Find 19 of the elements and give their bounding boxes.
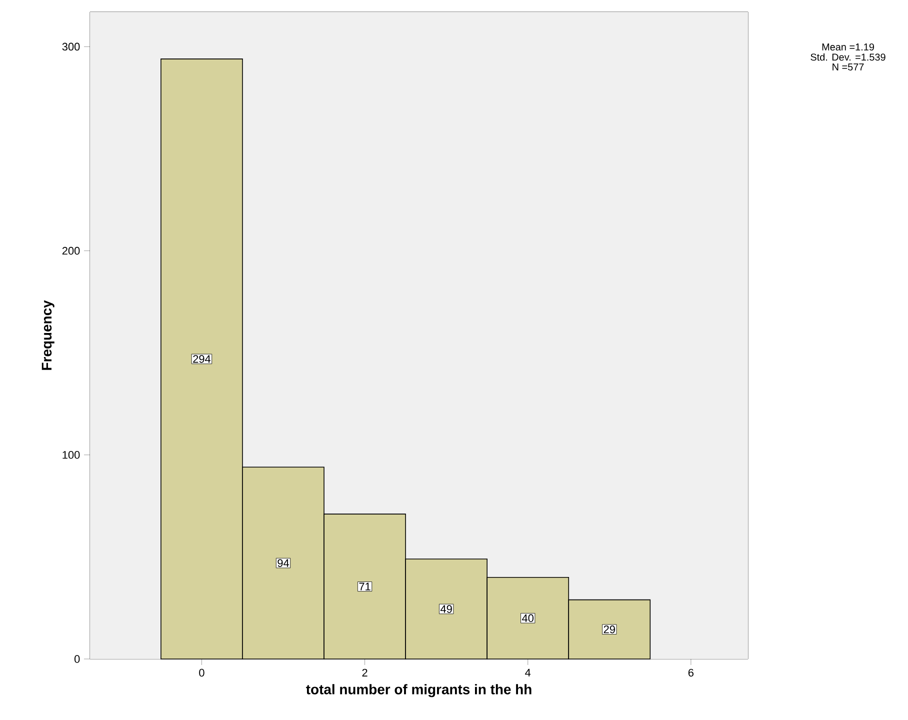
y-tick-label: 300 <box>62 42 80 51</box>
x-tick-label: 2 <box>362 668 368 676</box>
data-label: 71 <box>359 582 370 590</box>
text: N =577 <box>832 64 864 70</box>
x-tick-label: 4 <box>525 668 531 676</box>
text: Std. Dev. =1.539 <box>810 53 886 61</box>
y-axis-title: Frequency <box>42 300 54 370</box>
data-label: 94 <box>278 559 290 567</box>
data-label: 49 <box>440 605 452 613</box>
y-tick-label: 200 <box>62 246 80 255</box>
y-tick-label: 0 <box>74 655 80 663</box>
text: Mean =1.19 <box>822 43 874 51</box>
x-tick-label: 0 <box>199 668 204 677</box>
x-tick-label: 6 <box>688 668 694 677</box>
data-label: 40 <box>522 614 534 622</box>
x-axis-title: total number of migrants in the hh <box>306 684 532 698</box>
data-label: 294 <box>193 355 211 363</box>
y-tick-label: 100 <box>62 451 80 459</box>
data-label: 29 <box>604 626 615 634</box>
